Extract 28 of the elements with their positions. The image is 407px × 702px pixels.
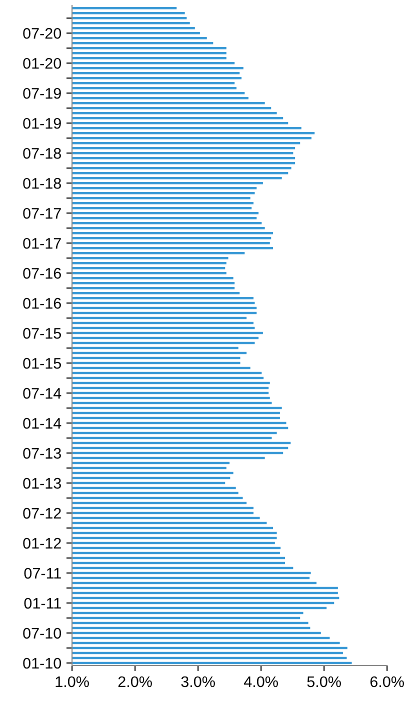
y-tick-label: 07-20: [23, 28, 62, 39]
y-tick-label: 01-19: [23, 118, 61, 129]
y-tick-label: 01-11: [24, 598, 61, 609]
x-tick-label: 5.0%: [307, 676, 341, 688]
y-tick-label: 01-17: [23, 238, 61, 249]
y-tick-label: 01-20: [23, 58, 62, 69]
y-tick-label: 07-18: [23, 148, 61, 159]
y-tick-label: 07-14: [23, 388, 62, 399]
y-tick-label: 01-14: [23, 418, 62, 429]
y-tick-label: 01-15: [23, 358, 61, 369]
y-tick-label: 07-19: [23, 88, 61, 99]
x-tick-label: 2.0%: [118, 676, 152, 688]
y-tick-label: 01-10: [23, 658, 62, 669]
x-tick-label: 3.0%: [181, 676, 215, 688]
y-tick-label: 07-15: [23, 328, 61, 339]
y-tick-label: 07-17: [23, 208, 61, 219]
x-tick-label: 4.0%: [244, 676, 278, 688]
y-tick-label: 07-13: [23, 448, 61, 459]
x-tick-label: 6.0%: [370, 676, 404, 688]
y-tick-label: 07-16: [23, 268, 61, 279]
y-tick-label: 01-13: [23, 478, 61, 489]
y-tick-label: 07-11: [24, 568, 61, 579]
y-tick-label: 07-10: [23, 628, 62, 639]
y-tick-label: 01-12: [23, 538, 61, 549]
y-tick-label: 01-16: [23, 298, 61, 309]
y-tick-label: 07-12: [23, 508, 61, 519]
x-tick-label: 1.0%: [56, 676, 89, 688]
y-tick-label: 01-18: [23, 178, 61, 189]
